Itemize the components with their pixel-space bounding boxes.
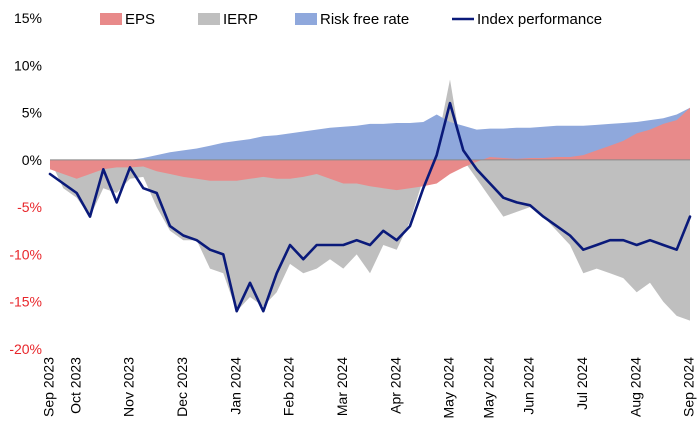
- y-tick-label: -15%: [9, 294, 42, 310]
- x-axis-ticks: Sep 2023 Oct 2023 Nov 2023 Dec 2023 Jan 2024…: [41, 357, 697, 419]
- x-tick-label: Jul 2024: [574, 357, 590, 410]
- legend-label: Index performance: [477, 11, 602, 28]
- y-tick-label: -10%: [9, 246, 42, 262]
- x-tick-label: Apr 2024: [387, 357, 403, 414]
- legend: EPS IERP Risk free rate Index performance: [100, 11, 602, 28]
- y-axis-ticks: 15% 10% 5% 0% -5% -10% -15% -20%: [9, 10, 42, 357]
- series-line-index-performance: [48, 101, 692, 313]
- legend-label: IERP: [223, 11, 258, 28]
- x-tick-label: May 2024: [481, 357, 497, 419]
- y-tick-label: 0%: [22, 152, 42, 168]
- series-area-ierp: [50, 79, 690, 321]
- y-tick-label: -5%: [17, 199, 42, 215]
- line-layer: [48, 101, 692, 313]
- y-tick-label: 10%: [14, 57, 42, 73]
- x-tick-label: Sep 2023: [41, 357, 57, 417]
- area-layer: [50, 79, 690, 321]
- x-tick-label: May 2024: [441, 357, 457, 419]
- legend-swatch-area: [100, 13, 122, 25]
- y-tick-label: 5%: [22, 105, 42, 121]
- legend-label: Risk free rate: [320, 11, 409, 28]
- legend-label: EPS: [125, 11, 155, 28]
- y-tick-label: -20%: [9, 341, 42, 357]
- x-tick-label: Nov 2023: [121, 357, 137, 417]
- series-area-risk-free-rate: [50, 107, 690, 170]
- x-tick-label: Sep 2024: [681, 357, 697, 417]
- legend-swatch-area: [198, 13, 220, 25]
- x-tick-label: Dec 2023: [174, 357, 190, 417]
- x-tick-label: Aug 2024: [627, 357, 643, 417]
- x-tick-label: Mar 2024: [334, 357, 350, 416]
- x-tick-label: Oct 2023: [67, 357, 83, 414]
- legend-swatch-area: [295, 13, 317, 25]
- x-tick-label: Feb 2024: [281, 357, 297, 416]
- y-tick-label: 15%: [14, 10, 42, 26]
- x-tick-label: Jan 2024: [227, 357, 243, 415]
- series-area-eps: [50, 107, 690, 191]
- x-tick-label: Jun 2024: [521, 357, 537, 415]
